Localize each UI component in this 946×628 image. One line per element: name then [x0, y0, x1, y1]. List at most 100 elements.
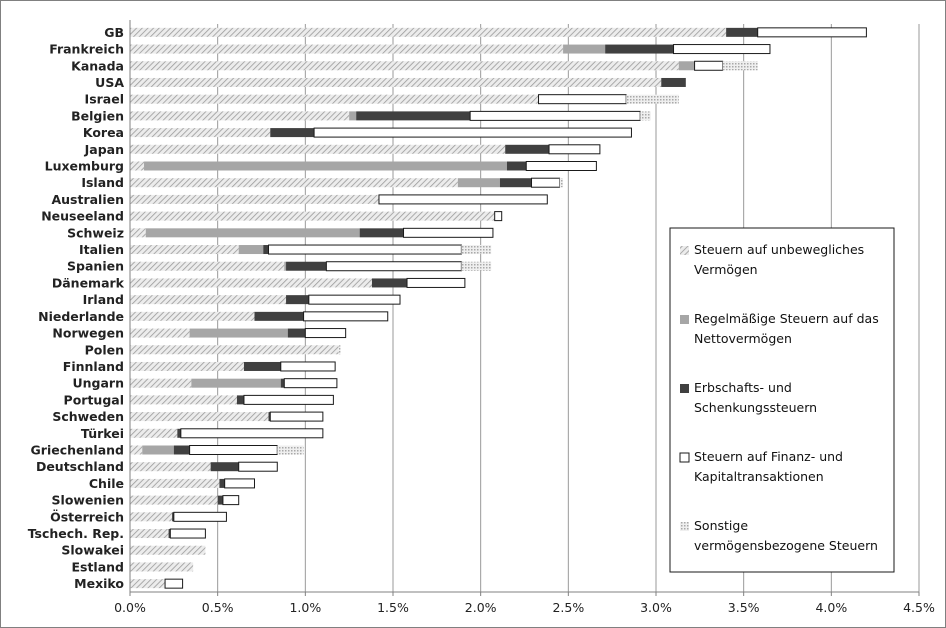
category-label: Deutschland [36, 459, 124, 474]
category-label: Dänemark [52, 275, 125, 290]
bar-segment [130, 211, 495, 221]
bar-segment [222, 495, 240, 506]
bar-segment [180, 428, 324, 439]
bar-segment [130, 128, 271, 138]
bar-segment [505, 144, 550, 154]
x-tick-label: 2.5% [552, 600, 584, 615]
bar-segment [461, 261, 492, 271]
bar-segment [172, 512, 174, 522]
bar-segment [563, 44, 606, 54]
category-label: Schweden [52, 409, 124, 424]
bar-segment [499, 178, 532, 188]
category-label: Kanada [71, 58, 124, 73]
category-label: Estland [71, 559, 124, 574]
bar-segment [191, 378, 281, 388]
bar-segment [269, 411, 324, 422]
bar-segment [325, 261, 462, 272]
category-label: Israel [85, 92, 124, 107]
bar-segment [210, 462, 239, 472]
category-label: Slowakei [61, 543, 124, 558]
bar-segment [173, 445, 190, 455]
bar-segment [356, 111, 471, 121]
bar-segment [224, 478, 255, 489]
bar-segment [371, 278, 408, 288]
bar-segment [678, 61, 695, 71]
bar-segment [130, 562, 194, 572]
bar-segment [268, 244, 462, 255]
category-label: Frankreich [49, 42, 124, 57]
bar-segment [461, 245, 492, 255]
bar-segment [626, 94, 679, 104]
bar-segment [757, 27, 867, 38]
legend-box [669, 227, 895, 573]
bar-segment [142, 445, 174, 455]
legend-entry-text: Nettovermögen [694, 331, 792, 346]
bar-segment [378, 194, 548, 205]
bar-segment [304, 328, 347, 339]
bar-segment [308, 294, 401, 305]
category-label: USA [95, 75, 124, 90]
bar-segment [217, 495, 223, 505]
bar-segment [313, 127, 632, 138]
bar-segment [130, 94, 539, 104]
category-label: Türkei [81, 426, 124, 441]
bar-segment [130, 77, 662, 87]
legend-entry-text: Kapitaltransaktionen [694, 469, 824, 484]
category-label: Tschech. Rep. [28, 526, 124, 541]
bar-segment [130, 345, 339, 355]
bar-segment [130, 529, 169, 539]
bar-segment [673, 44, 771, 55]
category-label: Niederlande [38, 309, 124, 324]
bar-segment [287, 328, 306, 338]
bar-segment [640, 111, 651, 121]
bar-segment [469, 110, 641, 121]
x-tick-label: 3.5% [728, 600, 760, 615]
category-label: Ungarn [73, 376, 125, 391]
x-tick-label: 4.0% [815, 600, 847, 615]
category-label: Irland [83, 292, 124, 307]
category-label: Portugal [64, 392, 124, 407]
legend-entry-text: Erbschafts- und [694, 380, 792, 395]
bar-segment [494, 211, 503, 222]
category-label: Japan [84, 142, 124, 157]
category-label: Neuseeland [41, 209, 124, 224]
bar-segment [263, 245, 269, 255]
category-label: Belgien [71, 108, 124, 123]
category-label: Chile [89, 476, 124, 491]
bar-segment [243, 394, 334, 405]
bar-segment [359, 228, 404, 238]
x-tick-label: 4.5% [903, 600, 935, 615]
x-tick-label: 0.5% [202, 600, 234, 615]
x-tick-label: 3.0% [640, 600, 672, 615]
legend-entry-text: Steuern auf Finanz- und [694, 449, 843, 464]
bars-group [130, 27, 867, 589]
bar-segment [189, 328, 288, 338]
bar-segment [130, 178, 458, 188]
category-label: Korea [83, 125, 124, 140]
bar-segment [280, 378, 285, 388]
legend-swatch [680, 384, 689, 393]
bar-segment [284, 261, 287, 271]
bar-segment [130, 61, 679, 71]
bar-segment [457, 178, 500, 188]
bar-segment [506, 161, 527, 171]
bar-segment [130, 395, 237, 405]
bar-segment [406, 277, 466, 288]
legend-swatch [680, 522, 689, 531]
axes [129, 20, 920, 596]
x-tick-label: 2.0% [465, 600, 497, 615]
bar-segment [349, 111, 357, 121]
bar-segment [219, 478, 225, 488]
category-label: Island [81, 175, 124, 190]
category-label: Österreich [50, 509, 124, 524]
bar-segment [661, 77, 686, 87]
bar-segment [238, 461, 278, 472]
x-tick-label: 1.0% [289, 600, 321, 615]
bar-segment [277, 445, 304, 455]
bar-segment [144, 161, 507, 171]
bar-segment [130, 311, 255, 321]
category-label: Griechenland [31, 443, 124, 458]
bar-segment [286, 261, 327, 271]
category-label: Mexiko [74, 576, 124, 591]
